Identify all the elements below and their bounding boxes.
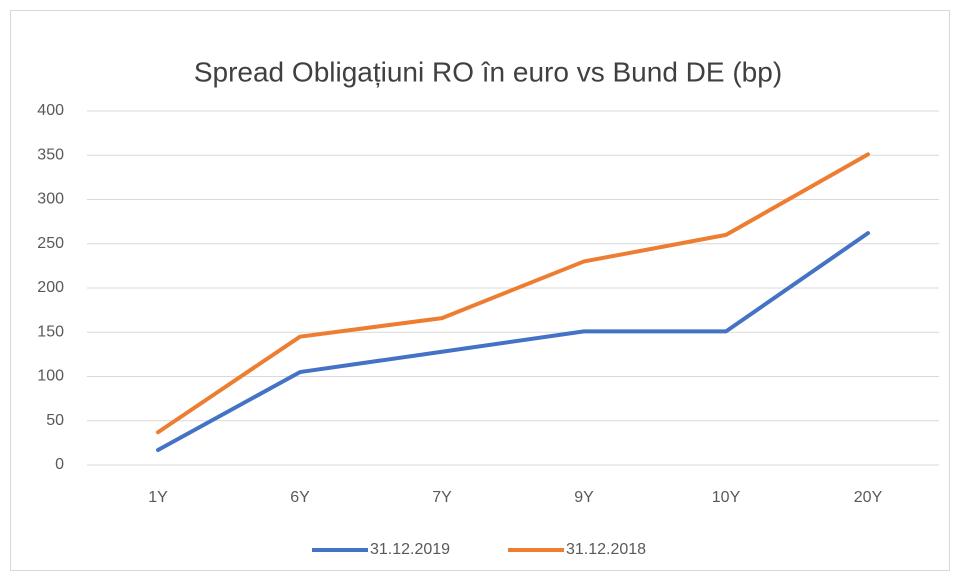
legend-label: 31.12.2018 <box>566 541 646 558</box>
x-tick-label: 7Y <box>432 489 452 506</box>
y-tick-label: 100 <box>37 368 64 385</box>
y-tick-label: 400 <box>37 102 64 119</box>
x-tick-label: 9Y <box>574 489 594 506</box>
x-tick-label: 20Y <box>854 489 883 506</box>
x-tick-label: 10Y <box>712 489 741 506</box>
legend-label: 31.12.2019 <box>370 541 450 558</box>
y-tick-label: 250 <box>37 235 64 252</box>
x-tick-label: 1Y <box>148 489 168 506</box>
line-series <box>156 152 870 435</box>
y-tick-label: 200 <box>37 279 64 296</box>
y-tick-label: 50 <box>46 412 64 429</box>
y-tick-label: 150 <box>37 323 64 340</box>
y-tick-label: 300 <box>37 191 64 208</box>
x-tick-label: 6Y <box>290 489 310 506</box>
y-tick-label: 350 <box>37 146 64 163</box>
line-series <box>156 231 870 452</box>
chart-frame <box>10 10 950 571</box>
chart-title: Spread Obligațiuni RO în euro vs Bund DE… <box>194 56 782 87</box>
y-tick-label: 0 <box>55 456 64 473</box>
